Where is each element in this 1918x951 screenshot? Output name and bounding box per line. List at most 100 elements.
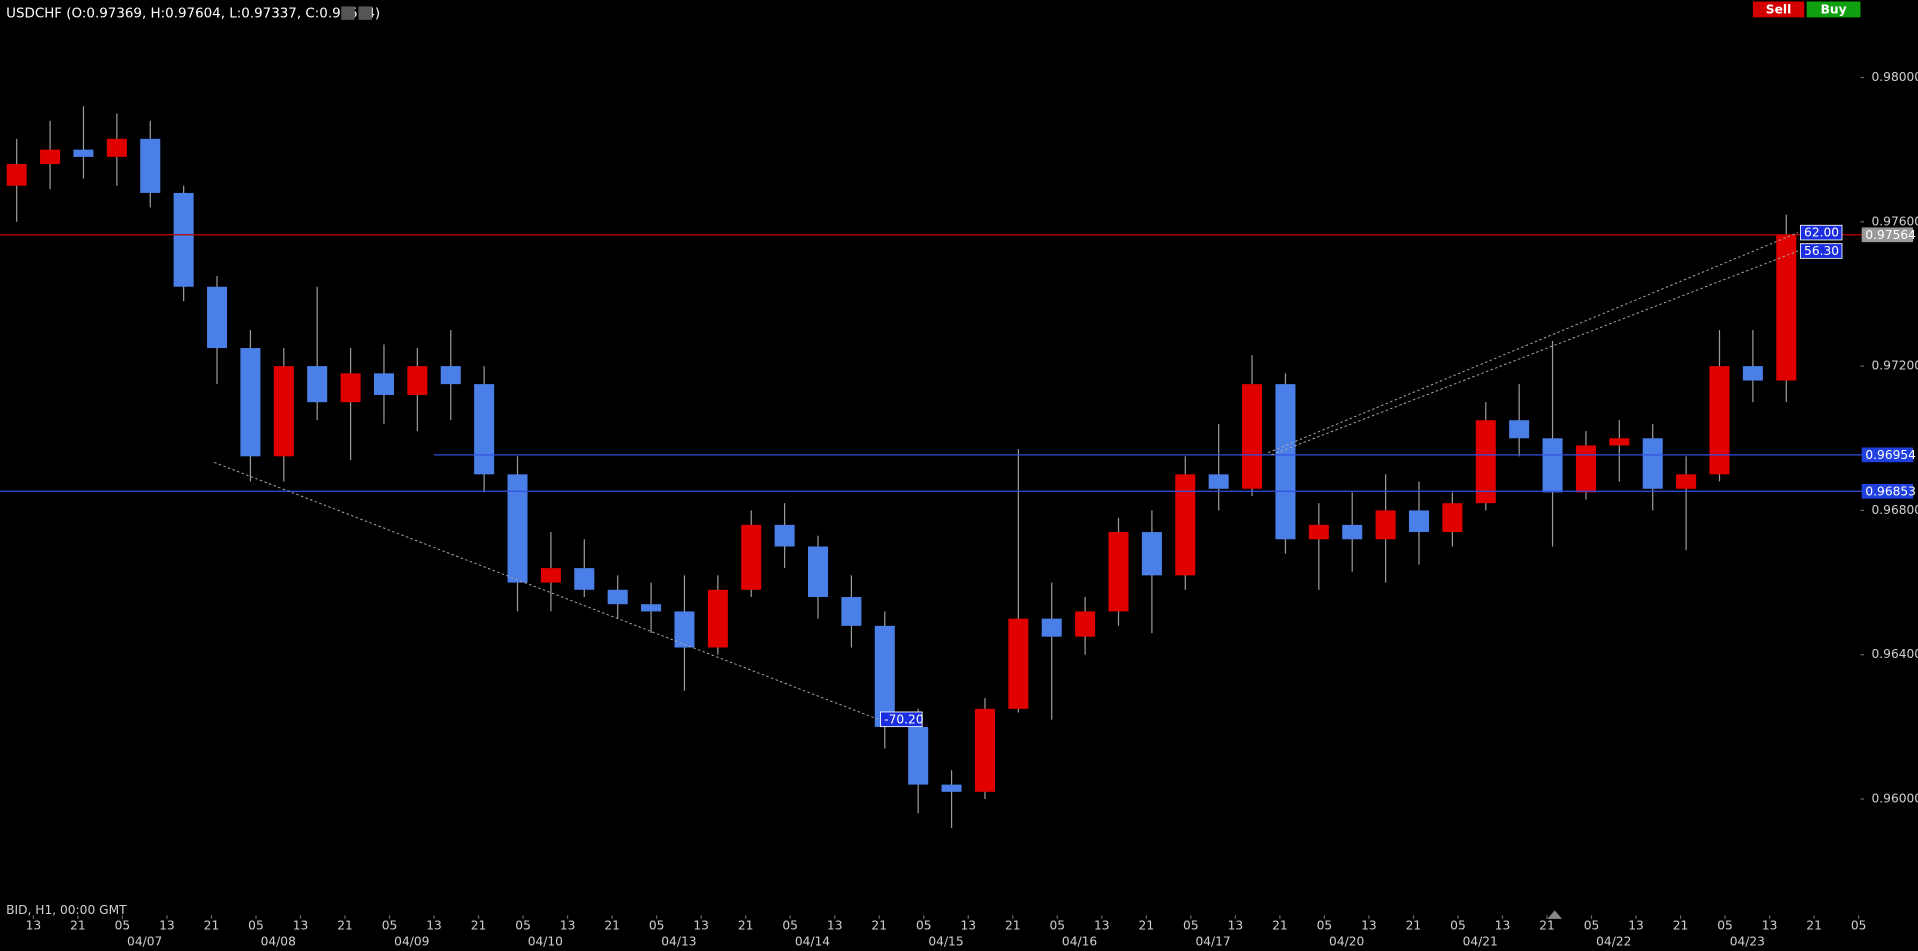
x-tick-label: 21 [604,919,620,933]
sell-button[interactable] [1752,1,1805,18]
x-tick-label: 05 [1717,919,1733,933]
candle-body [707,589,728,648]
candle-body [73,149,94,157]
buy-button[interactable] [1806,1,1861,18]
candle-body [841,596,862,626]
price-label-box [1861,447,1914,463]
date-label: 04/22 [1596,935,1631,949]
x-tick-label: 05 [1050,919,1066,933]
trend-label-box [1799,243,1843,259]
scroll-marker [1547,910,1563,919]
candle-body [807,546,829,597]
candle-body [1208,474,1229,489]
x-tick-label: 13 [1628,919,1644,933]
x-tick-label: 05 [115,919,131,933]
candle-body [407,366,428,395]
y-tick-label: 0.96400 [1872,647,1918,661]
candle-body [1108,532,1129,612]
x-tick-label: 13 [426,919,442,933]
settings-icon[interactable] [341,6,355,20]
candle-body [307,366,328,403]
candle-body [1742,366,1763,381]
x-tick-label: 05 [649,919,665,933]
x-tick-label: 13 [1361,919,1377,933]
trend-label: 56.30 [1804,244,1839,258]
x-tick-label: 13 [560,919,576,933]
candle-body [474,384,495,475]
x-tick-label: 13 [960,919,976,933]
candle-body [1141,532,1162,576]
date-label: 04/08 [261,935,296,949]
price-label-box [1861,483,1914,499]
candle-body [540,568,561,583]
candle-body [1442,503,1463,533]
candle-body [1776,234,1797,381]
candle-body [40,149,61,165]
trend-label-box [1799,224,1843,241]
candle-body [974,708,995,792]
candle-body [1709,366,1730,475]
trend-line [214,461,879,720]
x-tick-label: 13 [1094,919,1110,933]
x-tick-label: 13 [1495,919,1511,933]
candle-body [1542,438,1563,493]
candle-body [1375,510,1396,540]
candle-body [1275,384,1296,540]
candle-body [1242,384,1263,489]
candle-body [574,568,595,590]
candle-body [1308,524,1329,540]
x-tick-label: 21 [1673,919,1689,933]
candle-body [741,524,762,590]
y-tick-label: 0.97200 [1872,359,1918,373]
date-label: 04/10 [528,935,563,949]
x-tick-label: 05 [382,919,398,933]
buy-label[interactable]: Buy [1821,3,1847,17]
candle-body [207,286,228,349]
x-tick-label: 21 [738,919,754,933]
close-icon[interactable] [358,6,372,20]
candle-body [774,524,795,547]
candle-body [641,604,662,612]
x-tick-label: 13 [693,919,709,933]
date-label: 04/09 [394,935,429,949]
candle-body [1609,438,1630,446]
x-tick-label: 21 [1806,919,1822,933]
date-label: 04/23 [1730,935,1765,949]
candle-body [1342,524,1363,540]
x-tick-label: 05 [1584,919,1600,933]
x-tick-label: 13 [293,919,309,933]
candle-body [440,366,461,385]
x-tick-label: 05 [515,919,531,933]
x-tick-label: 13 [1228,919,1244,933]
price-label: 0.96954 [1865,448,1916,462]
x-tick-label: 21 [1139,919,1155,933]
candle-body [6,164,27,186]
x-tick-label: 21 [204,919,220,933]
candle-body [1509,420,1530,439]
candle-body [1041,618,1062,637]
candle-body [173,192,194,287]
x-tick-label: 05 [1851,919,1867,933]
candle-body [1008,618,1029,709]
candle-body [874,625,895,727]
y-tick-label: 0.96800 [1872,503,1918,517]
candle-body [507,474,528,583]
x-tick-label: 21 [1272,919,1288,933]
x-tick-label: 21 [337,919,353,933]
x-tick-label: 05 [1183,919,1199,933]
candle-body [240,348,261,457]
candle-body [1408,510,1430,533]
x-tick-label: 21 [471,919,487,933]
candle-body [674,611,695,648]
y-tick-label: 0.96000 [1872,792,1918,806]
candle-body [1475,420,1496,504]
x-tick-label: 13 [26,919,42,933]
footnote: BID, H1, 00:00 GMT [6,903,127,917]
x-tick-label: 13 [159,919,175,933]
sell-label[interactable]: Sell [1766,3,1791,17]
y-tick-label: 0.98000 [1872,70,1918,84]
x-tick-label: 05 [916,919,932,933]
date-label: 04/21 [1463,935,1498,949]
